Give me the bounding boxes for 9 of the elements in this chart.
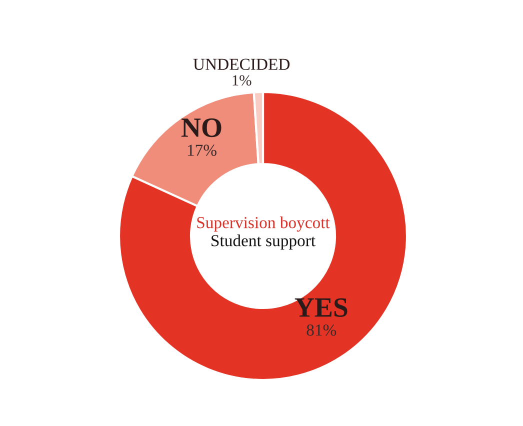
data-label: 17% [188, 144, 216, 156]
data-label: 1% [232, 75, 252, 86]
text: Student support [212, 234, 316, 250]
text: Supervision boycott [197, 216, 330, 232]
data-label: 81% [306, 324, 336, 336]
slice-label: YES [294, 298, 348, 317]
slice-label: NO [181, 118, 222, 138]
slice-label: UNDECIDED [193, 58, 290, 70]
donut-slice [118, 90, 408, 382]
